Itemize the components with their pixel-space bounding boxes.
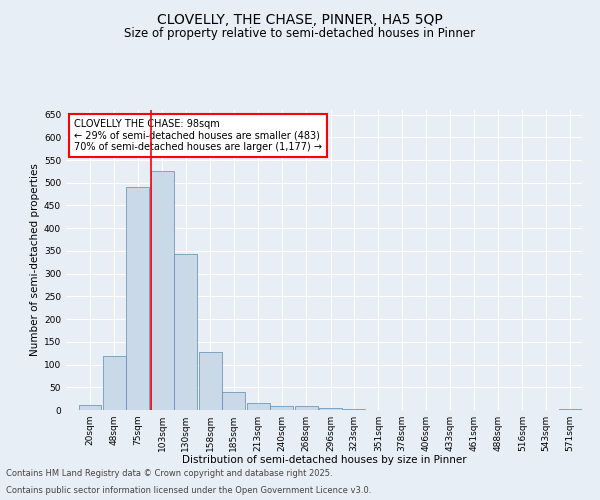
X-axis label: Distribution of semi-detached houses by size in Pinner: Distribution of semi-detached houses by …: [182, 456, 466, 466]
Bar: [271, 406, 293, 410]
Text: Contains HM Land Registry data © Crown copyright and database right 2025.: Contains HM Land Registry data © Crown c…: [6, 468, 332, 477]
Bar: [223, 392, 245, 410]
Bar: [151, 172, 174, 410]
Bar: [175, 254, 197, 410]
Bar: [295, 406, 317, 410]
Bar: [319, 408, 342, 410]
Bar: [247, 402, 269, 410]
Bar: [127, 188, 149, 410]
Text: Size of property relative to semi-detached houses in Pinner: Size of property relative to semi-detach…: [124, 28, 476, 40]
Bar: [79, 406, 101, 410]
Bar: [559, 408, 581, 410]
Text: CLOVELLY, THE CHASE, PINNER, HA5 5QP: CLOVELLY, THE CHASE, PINNER, HA5 5QP: [157, 12, 443, 26]
Text: CLOVELLY THE CHASE: 98sqm
← 29% of semi-detached houses are smaller (483)
70% of: CLOVELLY THE CHASE: 98sqm ← 29% of semi-…: [74, 119, 322, 152]
Y-axis label: Number of semi-detached properties: Number of semi-detached properties: [30, 164, 40, 356]
Bar: [103, 356, 126, 410]
Bar: [199, 352, 221, 410]
Bar: [343, 409, 365, 410]
Text: Contains public sector information licensed under the Open Government Licence v3: Contains public sector information licen…: [6, 486, 371, 495]
